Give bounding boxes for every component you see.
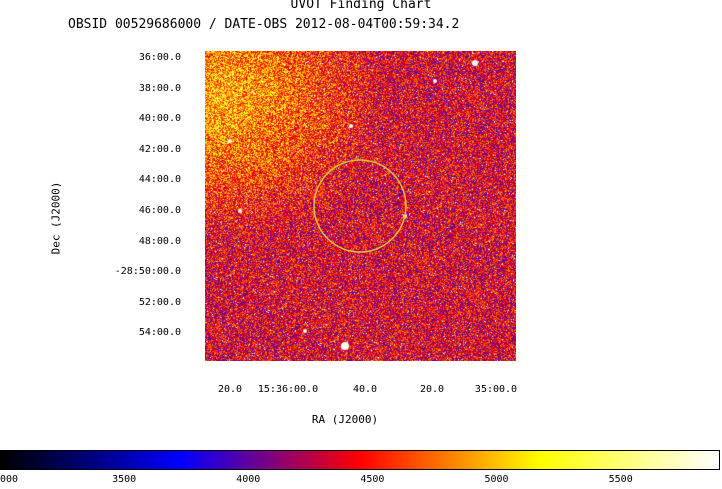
y-tick-label: 48:00.0: [138, 235, 181, 247]
y-tick-label: 44:00.0: [138, 174, 181, 186]
colorbar-tick-label: 3500: [112, 474, 137, 485]
x-tick-label: 40.0: [352, 384, 378, 395]
y-tick-label: 36:00.0: [138, 52, 181, 63]
y-tick-label: 38:00.0: [138, 82, 181, 94]
x-axis-label: RA (J2000): [311, 413, 379, 426]
y-axis-label: Dec (J2000): [49, 181, 63, 255]
colorbar-tick-label: 000: [0, 474, 19, 485]
y-tick-label: 52:00.0: [138, 296, 181, 308]
y-tick-label: 40:00.0: [138, 113, 181, 125]
y-tick-label: 54:00.0: [138, 327, 181, 339]
y-tick-label: -28:50:00.0: [114, 266, 181, 278]
colorbar: [0, 450, 720, 470]
colorbar-tick-label: 5500: [608, 474, 633, 485]
colorbar-tick-label: 5000: [484, 474, 509, 485]
overlay: [313, 159, 407, 253]
target-region-circle: [313, 159, 407, 253]
x-tick-label: 20.0: [217, 384, 243, 395]
sky-image: [205, 51, 516, 361]
y-tick-label: 42:00.0: [138, 143, 181, 155]
colorbar-tick-label: 4000: [236, 474, 261, 485]
chart-title: UVOT Finding Chart: [290, 0, 432, 12]
x-tick-label: 35:00.0: [474, 384, 518, 395]
colorbar-tick-label: 4500: [360, 474, 385, 485]
x-tick-label: 20.0: [419, 384, 445, 395]
chart-subtitle: OBSID 00529686000 / DATE-OBS 2012-08-04T…: [68, 17, 460, 32]
x-tick-label: 15:36:00.0: [257, 384, 319, 395]
y-tick-label: 46:00.0: [138, 205, 181, 216]
